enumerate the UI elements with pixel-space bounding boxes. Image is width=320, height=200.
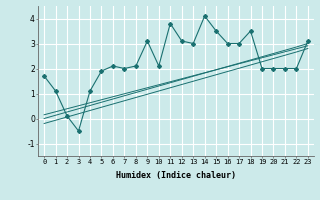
X-axis label: Humidex (Indice chaleur): Humidex (Indice chaleur) (116, 171, 236, 180)
